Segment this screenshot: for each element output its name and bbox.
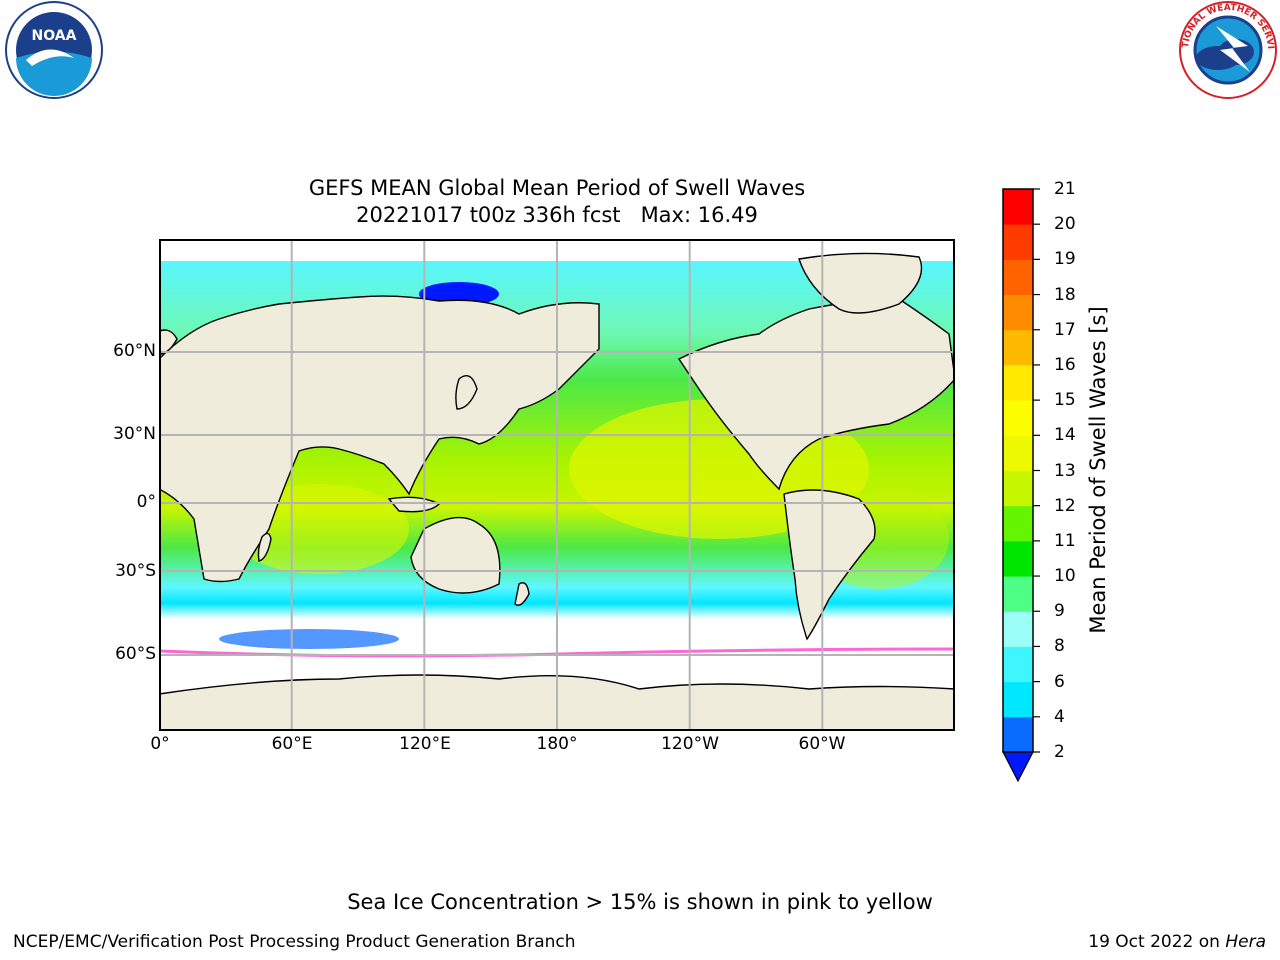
colorbar-under-triangle xyxy=(1002,751,1034,783)
lon-label-180: 180° xyxy=(536,734,578,754)
colorbar-tick-label: 15 xyxy=(1054,390,1076,411)
sea-ice-note: Sea Ice Concentration > 15% is shown in … xyxy=(347,890,933,914)
colorbar-band xyxy=(1003,576,1033,612)
colorbar-tick-label: 8 xyxy=(1054,636,1065,657)
barents-low-period xyxy=(419,282,499,306)
colorbar-tick-label: 14 xyxy=(1054,425,1076,446)
colorbar xyxy=(1002,188,1040,783)
graticule xyxy=(159,239,955,731)
colorbar-band xyxy=(1003,259,1033,296)
colorbar-band xyxy=(1003,294,1033,331)
footer-branch: NCEP/EMC/Verification Post Processing Pr… xyxy=(13,932,576,952)
colorbar-tick-label: 21 xyxy=(1054,179,1076,199)
colorbar-band xyxy=(1003,400,1033,436)
footer-date-text: 19 Oct 2022 on xyxy=(1088,932,1226,952)
lat-label-30s: 30°S xyxy=(115,561,156,581)
colorbar-tick-label: 12 xyxy=(1054,495,1076,516)
swell-period-map xyxy=(159,239,955,731)
colorbar-tick-label: 17 xyxy=(1054,319,1076,340)
lat-label-60s: 60°S xyxy=(115,644,156,664)
lat-label-0: 0° xyxy=(136,492,156,512)
colorbar-band xyxy=(1003,716,1033,753)
nws-logo: NATIONAL WEATHER SERVICE xyxy=(1178,0,1277,99)
lon-label-60w: 60°W xyxy=(798,734,846,754)
chart-title: GEFS MEAN Global Mean Period of Swell Wa… xyxy=(308,176,806,200)
lon-label-60e: 60°E xyxy=(271,734,313,754)
colorbar-band xyxy=(1003,505,1033,542)
map-border xyxy=(159,239,955,731)
colorbar-band xyxy=(1003,470,1033,507)
colorbar-tick-label: 11 xyxy=(1054,530,1076,551)
colorbar-tick-label: 18 xyxy=(1054,284,1076,305)
land xyxy=(159,252,955,731)
colorbar-band xyxy=(1003,329,1033,366)
colorbar-tick-label: 2 xyxy=(1054,742,1065,762)
colorbar-tick-label: 6 xyxy=(1054,671,1065,692)
colorbar-tick-label: 9 xyxy=(1054,601,1065,622)
lat-label-60n: 60°N xyxy=(113,341,156,361)
southern-ocean-low xyxy=(219,629,399,649)
colorbar-band xyxy=(1003,611,1033,647)
colorbar-tick-label: 4 xyxy=(1054,706,1065,727)
colorbar-tick-label: 10 xyxy=(1054,566,1076,587)
lon-label-0: 0° xyxy=(150,734,170,754)
colorbar-tick-label: 16 xyxy=(1054,354,1076,375)
lon-label-120e: 120°E xyxy=(399,734,451,754)
colorbar-band xyxy=(1003,540,1033,577)
colorbar-tick-label: 19 xyxy=(1054,249,1076,270)
colorbar-band xyxy=(1003,189,1033,225)
colorbar-band xyxy=(1003,364,1033,401)
colorbar-band xyxy=(1003,435,1033,471)
colorbar-band xyxy=(1003,681,1033,718)
colorbar-label: Mean Period of Swell Waves [s] xyxy=(1086,306,1110,634)
colorbar-band xyxy=(1003,224,1033,260)
colorbar-tick-label: 13 xyxy=(1054,460,1076,481)
lon-label-120w: 120°W xyxy=(661,734,719,754)
footer-machine: Hera xyxy=(1225,932,1266,952)
noaa-logo: NOAA xyxy=(5,1,103,99)
colorbar-band xyxy=(1003,646,1033,683)
chart-subtitle: 20221017 t00z 336h fcst Max: 16.49 xyxy=(356,203,758,227)
footer-date: 19 Oct 2022 on Hera xyxy=(1088,932,1266,952)
svg-text:NOAA: NOAA xyxy=(32,28,77,44)
lat-label-30n: 30°N xyxy=(113,424,156,444)
colorbar-tick-label: 20 xyxy=(1054,214,1076,235)
